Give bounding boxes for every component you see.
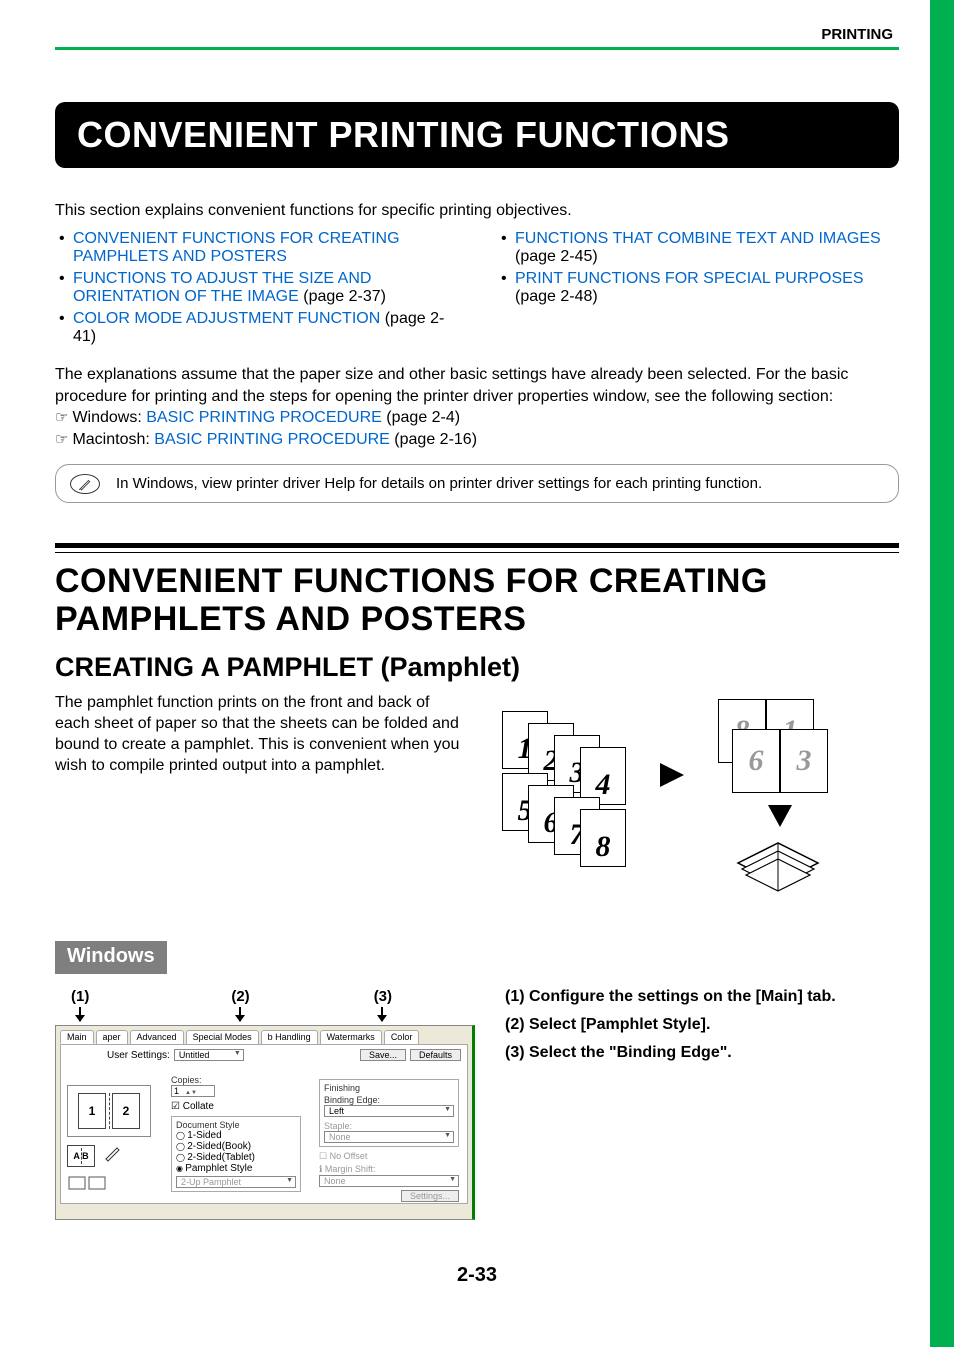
tab-color[interactable]: Color [384, 1030, 420, 1044]
page-title: CONVENIENT PRINTING FUNCTIONS [55, 102, 899, 168]
user-settings-label: User Settings: [107, 1050, 170, 1061]
binding-edge-select[interactable]: Left [324, 1105, 454, 1117]
tab-special[interactable]: Special Modes [186, 1030, 259, 1044]
ab-indicator: A B [67, 1145, 95, 1167]
arrow-right-icon [660, 763, 684, 787]
link-item: COLOR MODE ADJUSTMENT FUNCTION (page 2-4… [73, 310, 457, 346]
no-offset-checkbox[interactable]: ☐ No Offset [319, 1151, 459, 1162]
pamphlet-description: The pamphlet function prints on the fron… [55, 693, 462, 776]
radio-2sided-book[interactable]: 2-Sided(Book) [176, 1141, 296, 1152]
windows-prefix: Windows: [72, 409, 146, 426]
link-pamphlets[interactable]: CONVENIENT FUNCTIONS FOR CREATING PAMPHL… [73, 230, 400, 265]
staple-select[interactable]: None [324, 1131, 454, 1143]
tab-job[interactable]: b Handling [261, 1030, 318, 1044]
section-rule [55, 543, 899, 553]
save-button[interactable]: Save... [360, 1049, 406, 1061]
link-basic-win[interactable]: BASIC PRINTING PROCEDURE [146, 409, 382, 426]
tab-watermarks[interactable]: Watermarks [320, 1030, 382, 1044]
explanation-paragraph: The explanations assume that the paper s… [55, 364, 899, 407]
link-item: FUNCTIONS TO ADJUST THE SIZE AND ORIENTA… [73, 270, 457, 306]
links-column-left: CONVENIENT FUNCTIONS FOR CREATING PAMPHL… [55, 230, 457, 350]
staple-label: Staple: [324, 1121, 454, 1131]
link-basic-mac[interactable]: BASIC PRINTING PROCEDURE [154, 431, 390, 448]
link-color-mode[interactable]: COLOR MODE ADJUSTMENT FUNCTION [73, 310, 380, 327]
radio-pamphlet[interactable]: Pamphlet Style [176, 1163, 296, 1174]
margin-shift-select[interactable]: None [319, 1175, 459, 1187]
section-label: PRINTING [55, 26, 899, 47]
orientation-icon [67, 1171, 107, 1195]
intro-text: This section explains convenient functio… [55, 202, 899, 220]
header-rule [55, 47, 899, 50]
radio-2sided-tablet[interactable]: 2-Sided(Tablet) [176, 1152, 296, 1163]
link-item: PRINT FUNCTIONS FOR SPECIAL PURPOSES (pa… [515, 270, 899, 306]
doc-style-label: Document Style [176, 1120, 296, 1130]
copies-label: Copies: [171, 1075, 301, 1085]
note-icon [70, 474, 100, 494]
link-special-purposes[interactable]: PRINT FUNCTIONS FOR SPECIAL PURPOSES [515, 270, 864, 287]
step-2: (2) Select [Pamphlet Style]. [505, 1016, 899, 1034]
step-3: (3) Select the "Binding Edge". [505, 1044, 899, 1062]
section-heading: CONVENIENT FUNCTIONS FOR CREATING PAMPHL… [55, 563, 899, 638]
callout-labels: (1) (2) (3) [55, 988, 475, 1005]
page-number: 2-33 [55, 1264, 899, 1287]
arrow-down-icon [768, 805, 792, 827]
collate-checkbox[interactable]: Collate [171, 1101, 301, 1112]
pointer-icon: ☞ [55, 409, 68, 426]
tab-advanced[interactable]: Advanced [130, 1030, 184, 1044]
link-item: FUNCTIONS THAT COMBINE TEXT AND IMAGES (… [515, 230, 899, 266]
copies-input[interactable]: 1 [171, 1085, 215, 1097]
step-1: (1) Configure the settings on the [Main]… [505, 988, 899, 1006]
user-settings-select[interactable]: Untitled [174, 1049, 244, 1061]
booklet-icon [728, 833, 828, 903]
note-box: In Windows, view printer driver Help for… [55, 464, 899, 503]
links-column-right: FUNCTIONS THAT COMBINE TEXT AND IMAGES (… [497, 230, 899, 350]
subsection-heading: CREATING A PAMPHLET (Pamphlet) [55, 652, 899, 683]
tab-main[interactable]: Main [60, 1030, 94, 1044]
os-tag-windows: Windows [55, 941, 167, 974]
pencil-icon [103, 1142, 123, 1162]
tab-paper[interactable]: aper [96, 1030, 128, 1044]
settings-button[interactable]: Settings... [401, 1190, 459, 1202]
pamphlet-illustration: 1 2 3 4 5 6 7 8 8 1 6 3 [492, 693, 899, 913]
margin-shift-label: ℹ Margin Shift: [319, 1164, 459, 1175]
preview-thumb: 1 2 [67, 1085, 151, 1137]
pointer-icon: ☞ [55, 431, 68, 448]
binding-edge-label: Binding Edge: [324, 1095, 454, 1105]
mac-prefix: Macintosh: [72, 431, 154, 448]
link-text-images[interactable]: FUNCTIONS THAT COMBINE TEXT AND IMAGES [515, 230, 881, 247]
note-text: In Windows, view printer driver Help for… [116, 475, 762, 492]
pamphlet-type-select[interactable]: 2-Up Pamphlet [176, 1176, 296, 1188]
defaults-button[interactable]: Defaults [410, 1049, 461, 1061]
driver-dialog: Main aper Advanced Special Modes b Handl… [55, 1025, 475, 1220]
accent-strip [930, 0, 954, 1347]
link-item: CONVENIENT FUNCTIONS FOR CREATING PAMPHL… [73, 230, 457, 266]
radio-1sided[interactable]: 1-Sided [176, 1130, 296, 1141]
finishing-label: Finishing [324, 1083, 454, 1093]
callout-arrows [55, 1007, 475, 1025]
